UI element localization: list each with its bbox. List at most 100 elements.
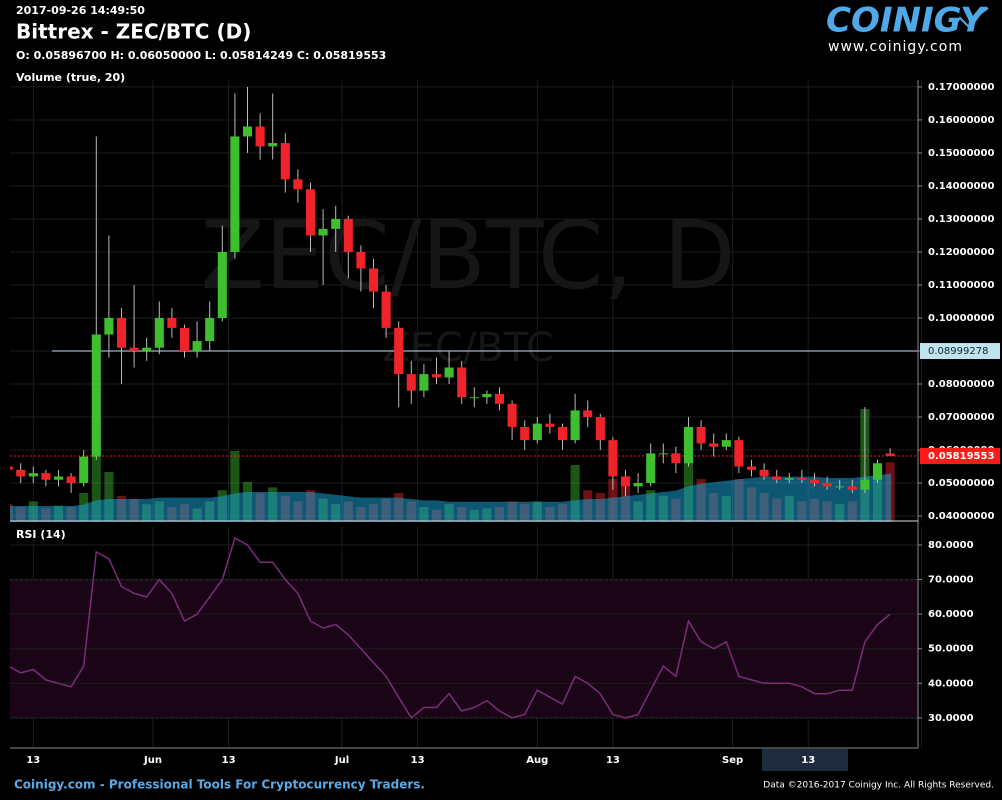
candle-body [457, 367, 467, 398]
x-tick-label: 13 [222, 755, 236, 766]
x-tick-label: 13 [26, 755, 40, 766]
candle-body [66, 476, 76, 484]
y-tick-label: 0.08000000 [928, 379, 994, 390]
last-price-label: 0.05819553 [928, 451, 994, 462]
candle-body [809, 479, 820, 484]
x-tick-label: Jul [334, 755, 349, 766]
candle-body [683, 426, 694, 464]
candle-body [532, 423, 542, 441]
axes: 13 Jun 13 Jul 13 Aug 13 Sep 13 0.04000000 0.050000… [10, 80, 1000, 771]
candle-body [16, 469, 26, 477]
candle-body [318, 228, 328, 236]
y-tick-label: 0.04000000 [928, 511, 994, 522]
candle-body [709, 443, 719, 447]
candle-body [356, 251, 366, 269]
candle-body [142, 347, 152, 352]
header: 2017-09-26 14:49:50 Bittrex - ZEC/BTC (D… [16, 1, 989, 541]
y-tick-label: 0.17000000 [928, 82, 994, 93]
candle-body [394, 327, 404, 375]
y-tick-label: 0.07000000 [928, 412, 994, 423]
candle-body [721, 440, 731, 447]
candle-body [494, 393, 505, 404]
candle-body [41, 473, 51, 480]
y-tick-label: 0.14000000 [928, 181, 994, 192]
volume-label: Volume (true, 20) [16, 71, 125, 84]
candle-body [797, 478, 807, 480]
rsi-tick-label: 40.0000 [928, 678, 974, 689]
candle-body [872, 463, 883, 480]
marks [10, 86, 918, 720]
candle-body [419, 374, 429, 391]
candle-body [595, 417, 605, 441]
y-tick-label: 0.05000000 [928, 478, 994, 489]
candle-body [507, 403, 517, 427]
candle-body [520, 426, 530, 441]
rsi-tick-label: 60.0000 [928, 609, 974, 620]
logo-graph [949, 7, 989, 31]
x-tick-label: 13 [801, 755, 815, 766]
candle-body [129, 347, 139, 352]
price-line-box [920, 343, 1000, 360]
candle-body [772, 476, 782, 480]
y-tick-label: 0.12000000 [928, 247, 994, 258]
last-price-box [920, 447, 1000, 464]
candle-body [696, 426, 706, 444]
candle-body [343, 218, 353, 252]
candle-body [633, 483, 643, 487]
candle-body [381, 291, 391, 328]
y-tick-label: 0.15000000 [928, 148, 994, 159]
candle-body [469, 397, 479, 399]
candle-body [28, 473, 38, 477]
candle-body [205, 317, 215, 342]
rsi-tick-label: 70.0000 [928, 575, 974, 586]
volume-bar [683, 437, 694, 521]
candle-body [444, 367, 454, 378]
candle-body [91, 334, 101, 457]
candle-body [104, 317, 114, 335]
candle-body [570, 410, 580, 441]
candle-body [860, 479, 870, 490]
brand-url: www.coinigy.com [828, 39, 963, 55]
rsi-tick-label: 50.0000 [928, 644, 974, 655]
candle-body [179, 327, 190, 352]
candle-body [759, 469, 769, 477]
x-tick-label: 13 [411, 755, 425, 766]
candle-body [545, 423, 555, 427]
candle-body [847, 486, 857, 490]
candle-body [293, 179, 303, 190]
crosshair-date-box [762, 749, 848, 771]
candle-body [192, 341, 202, 352]
rsi-tick-label: 80.0000 [928, 540, 974, 551]
grid [10, 80, 923, 748]
candle-body [835, 486, 845, 488]
rsi-label: RSI (14) [16, 528, 66, 541]
chart-title: Bittrex - ZEC/BTC (D) [16, 20, 251, 44]
candle-body [280, 143, 290, 180]
watermark-sub: ZEC/BTC [382, 325, 554, 371]
y-tick-label: 0.13000000 [928, 214, 994, 225]
candle-body [671, 453, 681, 464]
candle-body [255, 126, 265, 147]
price-line-label: 0.08999278 [928, 346, 988, 357]
ohlc-text: O: 0.05896700 H: 0.06050000 L: 0.0581424… [16, 49, 386, 62]
watermark: ZEC/BTC, D [200, 202, 735, 311]
y-tick-label: 0.11000000 [928, 280, 994, 291]
x-tick-label: 13 [606, 755, 620, 766]
candle-body [116, 317, 127, 348]
candle-body [406, 374, 416, 391]
candle-body [885, 453, 895, 456]
candle-body [784, 478, 794, 480]
volume-bar [230, 451, 240, 521]
rsi-tick-label: 30.0000 [928, 713, 974, 724]
candle-body [53, 476, 64, 480]
footer-right: Data ©2016-2017 Coinigy Inc. All Rights … [763, 781, 994, 791]
candle-body [230, 136, 240, 252]
volume-bar [91, 420, 101, 521]
candle-body [217, 251, 227, 318]
candle-body [331, 218, 341, 229]
footer-left: Coinigy.com - Professional Tools For Cry… [14, 778, 425, 792]
candle-body [646, 453, 656, 484]
candle-body [583, 410, 593, 418]
